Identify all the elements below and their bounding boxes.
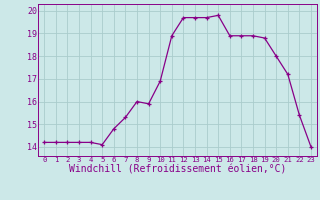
- X-axis label: Windchill (Refroidissement éolien,°C): Windchill (Refroidissement éolien,°C): [69, 165, 286, 175]
